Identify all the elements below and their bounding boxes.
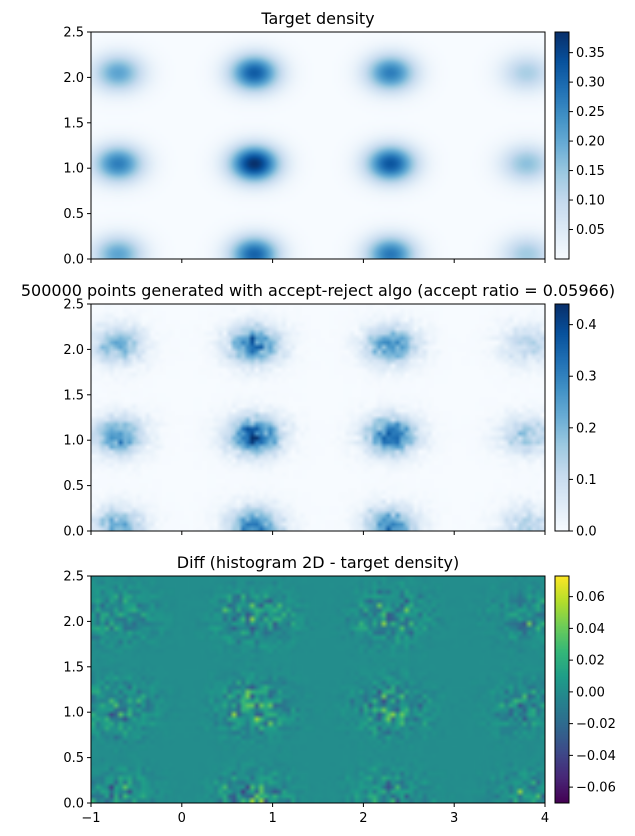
- axes: 0.0 0.5 1.0 1.5 2.0 2.5 0.0 0.1 0.2 0.3 0.4: [63, 298, 596, 540]
- y-tick-label: 1.5: [63, 660, 84, 675]
- chart-title: Diff (histogram 2D - target density): [177, 553, 459, 572]
- colorbar-tick-label: 0.05: [576, 223, 605, 238]
- y-tick-label: 2.0: [63, 615, 84, 630]
- heatmap-image: [91, 576, 545, 803]
- colorbar-tick-label: 0.30: [576, 76, 605, 91]
- colorbar-tick-label: −0.06: [576, 781, 616, 796]
- y-tick-label: 1.5: [63, 388, 84, 403]
- y-tick-label: 2.0: [63, 343, 84, 358]
- colorbar-tick-label: 0.20: [576, 135, 605, 150]
- chart-title: Target density: [260, 9, 374, 28]
- y-tick-label: 1.0: [63, 162, 84, 177]
- colorbar-frame: [554, 303, 570, 532]
- colorbar-tick-label: 0.3: [576, 370, 597, 385]
- y-tick-label: 0.5: [63, 207, 84, 222]
- y-tick-label: 2.0: [63, 71, 84, 86]
- x-tick-label: 4: [541, 811, 549, 826]
- colorbar-tick-label: 0.35: [576, 46, 605, 61]
- colorbar-tick-label: 0.25: [576, 105, 605, 120]
- x-tick-label: 1: [268, 811, 276, 826]
- axes: 0.0 0.5 1.0 1.5 2.0 2.5 0.05 0.10 0.15 0.20 0.25 0.…: [63, 26, 605, 268]
- y-tick-label: 1.5: [63, 116, 84, 131]
- colorbar-frame: [554, 575, 570, 804]
- colorbar: [555, 32, 569, 259]
- colorbar-tick-label: 0.02: [576, 654, 605, 669]
- plot-frame: [90, 303, 546, 532]
- colorbar-tick-label: −0.04: [576, 749, 616, 764]
- plot-frame: [90, 575, 546, 804]
- y-tick-label: 0.5: [63, 479, 84, 494]
- colorbar-tick-label: 0.15: [576, 164, 605, 179]
- axes: −1 0 1 2 3 4 0.0 0.5 1.0 1.5 2.0 2.5 0.06 0.04 0.02 0.0…: [63, 570, 616, 827]
- colorbar-tick-label: 0.0: [576, 525, 597, 540]
- y-tick-label: 1.0: [63, 706, 84, 721]
- colorbar-frame: [554, 31, 570, 260]
- panel-accept-reject-histogram: 500000 points generated with accept-reje…: [21, 281, 615, 540]
- y-tick-label: 1.0: [63, 434, 84, 449]
- heatmap-image: [91, 32, 545, 259]
- colorbar-tick-label: 0.10: [576, 194, 605, 209]
- x-tick-label: 0: [178, 811, 186, 826]
- y-tick-label: 2.5: [63, 298, 84, 313]
- colorbar-tick-label: 0.4: [576, 318, 597, 333]
- colorbar-tick-label: 0.00: [576, 685, 605, 700]
- colorbar-tick-label: 0.06: [576, 590, 605, 605]
- y-tick-label: 0.0: [63, 525, 84, 540]
- colorbar-tick-label: −0.02: [576, 717, 616, 732]
- panel-diff: Diff (histogram 2D - target density) −1 0…: [63, 553, 616, 826]
- colorbar: [555, 576, 569, 803]
- y-tick-label: 2.5: [63, 570, 84, 585]
- heatmap-image: [91, 304, 545, 531]
- x-tick-label: 2: [359, 811, 367, 826]
- y-tick-label: 0.0: [63, 253, 84, 268]
- y-tick-label: 2.5: [63, 26, 84, 41]
- colorbar: [555, 304, 569, 531]
- y-tick-label: 0.5: [63, 751, 84, 766]
- x-tick-label: 3: [450, 811, 458, 826]
- y-tick-label: 0.0: [63, 797, 84, 812]
- colorbar-tick-label: 0.04: [576, 622, 605, 637]
- colorbar-tick-label: 0.1: [576, 473, 597, 488]
- chart-title: 500000 points generated with accept-reje…: [21, 281, 615, 300]
- panel-target-density: Target density 0.0 0.5 1.0 1.5 2.0 2.5 0.05 0.1…: [63, 9, 605, 268]
- x-tick-label: −1: [81, 811, 100, 826]
- plot-frame: [90, 31, 546, 260]
- colorbar-tick-label: 0.2: [576, 421, 597, 436]
